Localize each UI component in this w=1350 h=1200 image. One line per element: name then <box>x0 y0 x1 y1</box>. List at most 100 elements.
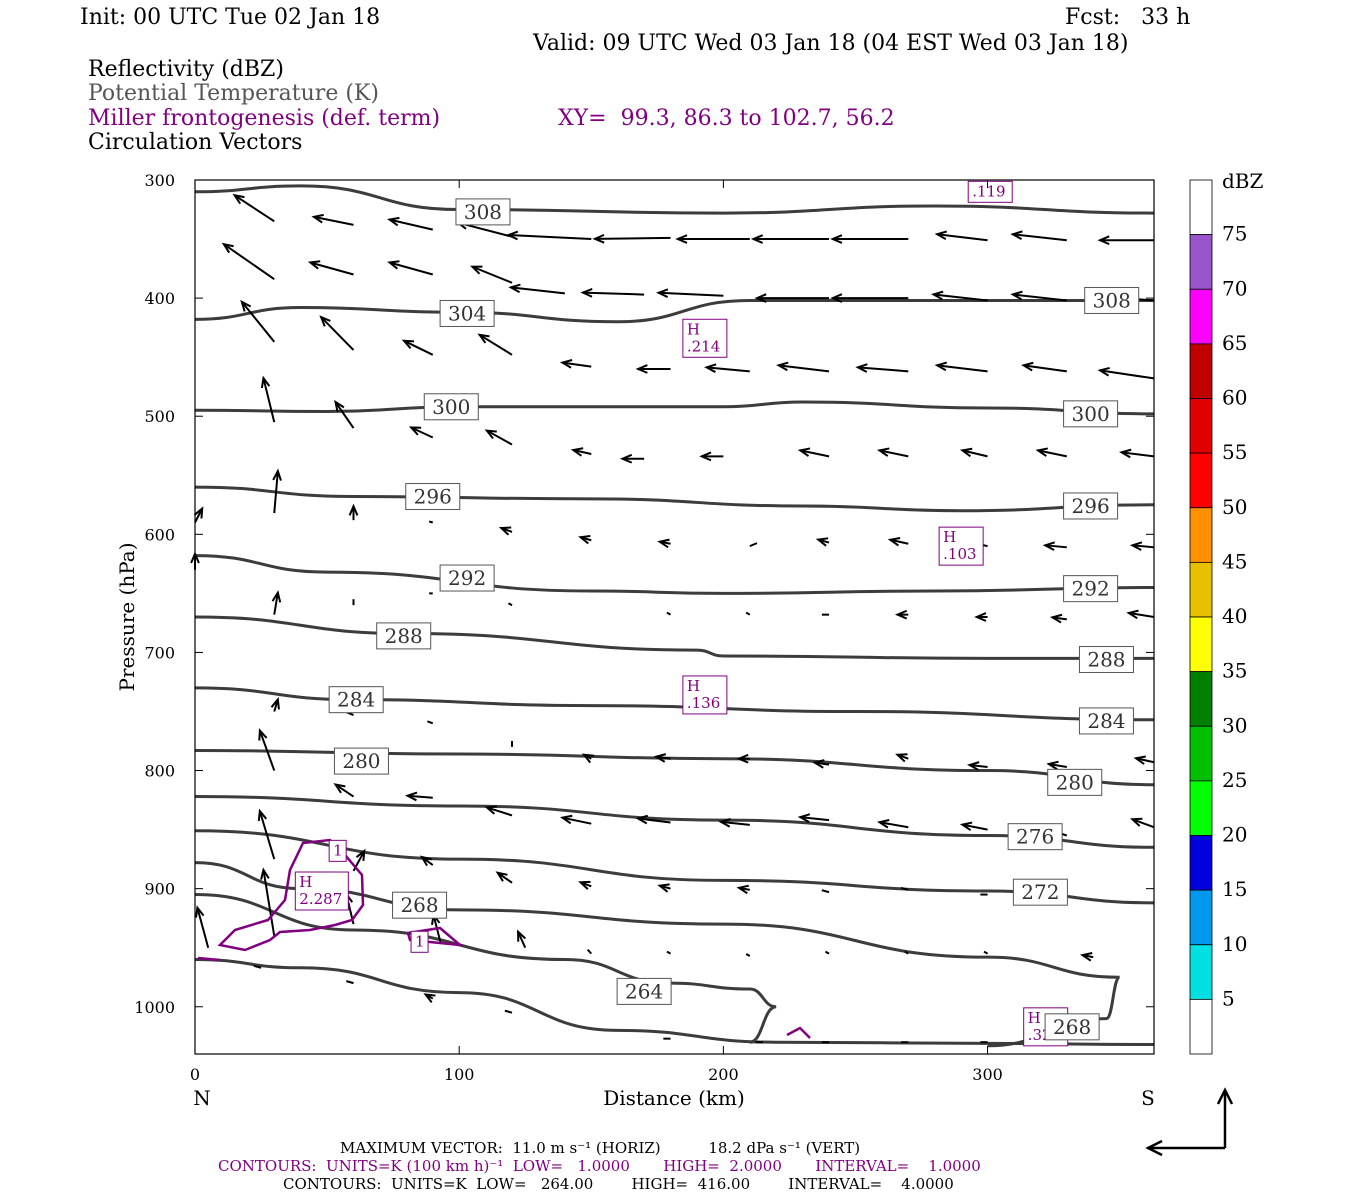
x-axis-right-end-label: S <box>1141 1086 1155 1110</box>
frontogenesis-max-label: H2.287 <box>294 871 349 911</box>
circulation-vector <box>675 234 750 244</box>
colorbar-swatch <box>1189 343 1213 399</box>
reference-vector-icon <box>1145 1087 1234 1157</box>
circulation-vector <box>750 234 830 244</box>
colorbar-label: 50 <box>1222 495 1247 519</box>
circulation-vector <box>484 805 513 817</box>
circulation-vector <box>311 213 354 226</box>
svg-text:.136: .136 <box>687 694 720 712</box>
circulation-vector <box>578 880 592 890</box>
fronto-contour <box>786 1026 811 1039</box>
y-tick-label: 400 <box>144 289 175 308</box>
colorbar-label: 75 <box>1222 222 1247 246</box>
circulation-vector <box>592 233 671 244</box>
colorbar-swatch <box>1189 452 1213 509</box>
colorbar-swatch <box>1189 179 1213 236</box>
theta-label-box <box>1078 707 1134 735</box>
circulation-vector <box>346 980 354 985</box>
theta-contour-line <box>194 958 1155 1047</box>
colorbar-swatch <box>1189 234 1213 290</box>
circulation-vector <box>887 536 909 547</box>
valid-time-label: Valid: 09 UTC Wed 03 Jan 18 (04 EST Wed … <box>533 31 1129 56</box>
circulation-vector <box>736 884 750 895</box>
circulation-vector <box>904 950 909 955</box>
circulation-vector <box>1126 609 1155 620</box>
circulation-vector <box>812 759 830 769</box>
y-tick-label: 1000 <box>134 998 175 1017</box>
circulation-vector <box>776 361 830 373</box>
theta-label: 296 <box>414 485 452 509</box>
axes: 300 400 500 600 700 800 900 1000 0 100 200 300 <box>134 171 1154 1084</box>
circulation-vector <box>619 453 645 464</box>
circulation-vector <box>260 375 276 423</box>
theta-label: 280 <box>342 749 380 773</box>
colorbar-swatch <box>1189 780 1213 836</box>
theta-label: 284 <box>1087 709 1125 733</box>
svg-text:.214: .214 <box>687 337 720 355</box>
circulation-vector <box>195 905 210 948</box>
circulation-vector <box>505 230 592 241</box>
theta-label-box <box>1063 400 1119 428</box>
theta-label: 284 <box>337 688 375 712</box>
theta-contour-line <box>194 400 1155 416</box>
circulation-vector <box>578 534 592 545</box>
xy-coordinates-label: XY= 99.3, 86.3 to 102.7, 56.2 <box>558 106 895 131</box>
circulation-vector <box>745 611 751 616</box>
colorbar-label: 25 <box>1222 768 1247 792</box>
circulation-vector <box>333 783 355 798</box>
circulation-vector <box>307 260 354 276</box>
circulation-vector <box>1049 613 1067 624</box>
theta-label: 292 <box>1072 577 1110 601</box>
theta-label: 288 <box>1087 648 1125 672</box>
circulation-vector <box>387 216 433 231</box>
circulation-vector <box>821 889 830 894</box>
circulation-vector <box>240 299 276 343</box>
theta-label-box <box>392 891 448 919</box>
colorbar-swatch <box>1189 944 1213 1000</box>
colorbar-label: 15 <box>1222 877 1247 901</box>
circulation-vector <box>1010 290 1067 302</box>
colorbar-swatch <box>1189 835 1213 891</box>
theta-label-box <box>1063 492 1119 520</box>
theta-contours <box>194 184 1155 1048</box>
plot-frame <box>194 179 1155 1055</box>
circulation-vector <box>504 1009 513 1014</box>
circulation-vector <box>484 429 513 446</box>
circulation-vector <box>666 950 672 955</box>
colorbar-label: 60 <box>1222 386 1247 410</box>
max-vector-label: MAXIMUM VECTOR: 11.0 m s⁻¹ (HORIZ) 18.2 … <box>340 1139 861 1157</box>
circulation-vector <box>830 293 909 303</box>
circulation-vector <box>1010 230 1067 242</box>
colorbar-label: 65 <box>1222 331 1247 355</box>
theta-label-box <box>1078 646 1134 674</box>
y-tick-label: 800 <box>144 762 175 781</box>
colorbar-label: 5 <box>1222 986 1235 1010</box>
y-tick-label: 600 <box>144 525 175 544</box>
circulation-vector <box>348 503 359 521</box>
circulation-vector <box>653 753 671 763</box>
theta-contour-line <box>194 554 1155 595</box>
theta-label-box <box>405 483 461 511</box>
x-tick-label: 0 <box>190 1065 200 1084</box>
circulation-vector <box>580 288 645 298</box>
circulation-vector <box>1129 541 1155 551</box>
theta-label-box <box>616 977 672 1005</box>
circulation-vector <box>516 929 527 949</box>
x-tick-label: 100 <box>444 1065 475 1084</box>
theta-contour-info: CONTOURS: UNITS=K LOW= 264.00 HIGH= 416.… <box>283 1175 954 1193</box>
frontogenesis-max-label: .119 <box>967 180 1013 203</box>
theta-contour-line <box>194 686 1155 722</box>
theta-label: 308 <box>1093 288 1131 312</box>
x-tick-label: 200 <box>708 1065 739 1084</box>
circulation-vector <box>1021 361 1067 373</box>
circulation-vector <box>736 753 750 764</box>
svg-text:.103: .103 <box>943 545 976 563</box>
circulation-vector <box>408 426 434 439</box>
circulation-vector <box>666 611 672 616</box>
circulation-vector <box>974 612 988 622</box>
colorbar-label: 55 <box>1222 440 1247 464</box>
svg-text:.119: .119 <box>972 182 1005 200</box>
circulation-vector <box>1042 541 1067 551</box>
circulation-vector <box>559 359 592 369</box>
circulation-vector <box>1129 817 1155 829</box>
